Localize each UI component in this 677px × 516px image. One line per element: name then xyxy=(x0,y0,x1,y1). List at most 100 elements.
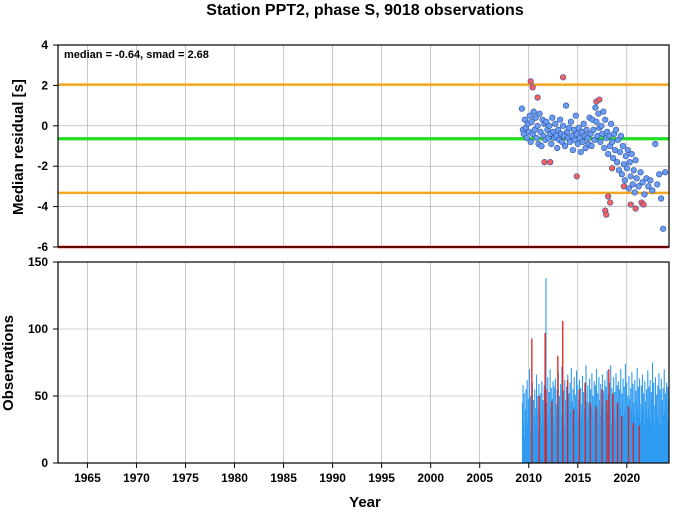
observation-bar xyxy=(630,387,632,463)
outlier-observation-bar xyxy=(578,389,581,463)
residual-point xyxy=(624,146,631,154)
observation-bar xyxy=(604,379,606,463)
observation-bar xyxy=(583,391,585,463)
observation-bar xyxy=(581,375,584,463)
observation-bar xyxy=(643,425,645,463)
observation-bar xyxy=(613,409,615,463)
residual-point xyxy=(626,159,633,166)
residual-y-ticks: 4 2 0 -2 -4 -6 xyxy=(37,38,58,254)
outlier-point xyxy=(559,74,567,81)
residual-point xyxy=(590,126,597,133)
year-x-tick-label: 2005 xyxy=(466,471,493,485)
outlier-point xyxy=(534,94,541,101)
observation-bar xyxy=(532,433,534,463)
residual-point xyxy=(608,120,615,127)
residual-point xyxy=(619,142,627,150)
year-x-tick-label: 1990 xyxy=(319,471,346,485)
observation-bars xyxy=(521,278,670,463)
observation-bar xyxy=(652,412,654,463)
observation-bar xyxy=(631,418,634,463)
observation-bar xyxy=(567,405,569,463)
median-smad-annotation: median = -0.64, smad = 2.68 xyxy=(64,49,209,61)
observation-bar xyxy=(629,412,631,463)
residual-point xyxy=(635,183,642,190)
residual-y-tick-label: -4 xyxy=(37,200,48,214)
observation-bar xyxy=(634,379,636,463)
outlier-point xyxy=(529,84,536,91)
residual-point xyxy=(533,134,540,142)
year-x-tick-label: 1980 xyxy=(221,471,248,485)
year-x-tick-label: 1985 xyxy=(270,471,297,485)
observation-bar xyxy=(549,369,551,463)
observation-bar xyxy=(554,378,556,463)
observation-bar xyxy=(594,404,596,463)
residual-point xyxy=(567,118,575,125)
observation-bar xyxy=(524,409,526,463)
outlier-point xyxy=(603,211,610,218)
residual-point xyxy=(633,175,640,182)
observation-bar xyxy=(568,393,570,463)
observation-bar xyxy=(615,373,617,463)
observation-bar xyxy=(547,413,549,463)
observation-bar xyxy=(641,374,644,463)
observation-bar xyxy=(607,412,609,463)
observation-bar xyxy=(590,406,592,463)
observation-bar xyxy=(614,391,616,463)
observation-bar xyxy=(596,409,598,463)
observation-bar xyxy=(653,405,655,463)
residual-point xyxy=(523,134,530,142)
outlier-observation-bar xyxy=(632,422,635,463)
observation-bar xyxy=(543,385,545,463)
observation-bar xyxy=(559,430,561,463)
residual-plot-frame xyxy=(57,44,670,248)
observation-bar xyxy=(540,393,542,463)
observation-bar xyxy=(571,401,573,463)
observation-bar xyxy=(662,387,664,463)
observation-bar xyxy=(550,406,552,463)
outlier-observation-bar xyxy=(595,406,597,463)
residual-point xyxy=(518,105,525,112)
residual-point xyxy=(609,138,616,146)
observation-bar xyxy=(536,374,538,463)
observation-bar xyxy=(598,377,600,463)
observation-bar xyxy=(636,400,638,463)
observation-bar xyxy=(661,406,664,463)
observations-plot-frame xyxy=(57,261,670,464)
observation-bar xyxy=(537,430,539,463)
outlier-observation-bar xyxy=(601,389,603,463)
observation-bar xyxy=(648,386,650,463)
observation-bar xyxy=(547,377,549,463)
observation-bar xyxy=(648,416,651,463)
year-x-tick-label: 1970 xyxy=(123,471,150,485)
observation-bar xyxy=(526,379,528,463)
observation-bar xyxy=(597,393,599,463)
residual-point xyxy=(649,187,656,194)
residual-points xyxy=(518,74,669,232)
residual-point xyxy=(577,148,584,156)
residual-y-tick-label: -2 xyxy=(37,159,48,173)
observation-bar xyxy=(552,381,554,463)
outlier-point xyxy=(632,205,639,212)
residual-point xyxy=(647,177,654,184)
observation-bar xyxy=(540,425,542,463)
observation-bar xyxy=(603,390,605,463)
observation-bar xyxy=(556,389,558,463)
observation-bar xyxy=(622,378,624,463)
observation-bar xyxy=(599,416,601,463)
observation-bar xyxy=(582,425,584,463)
residual-point xyxy=(609,155,617,162)
observation-bar xyxy=(548,391,550,463)
residual-y-tick-label: 2 xyxy=(41,78,48,92)
observation-bar xyxy=(526,416,528,463)
outlier-observation-bar xyxy=(531,338,533,463)
observation-bar xyxy=(600,405,602,463)
observation-bar xyxy=(643,393,645,463)
observation-bar xyxy=(574,394,576,463)
observation-bar xyxy=(598,400,601,463)
residual-point xyxy=(637,169,644,176)
residual-point xyxy=(559,122,567,129)
residual-reference-lines xyxy=(58,83,669,249)
residual-point xyxy=(549,114,556,121)
observation-bar xyxy=(660,424,662,463)
